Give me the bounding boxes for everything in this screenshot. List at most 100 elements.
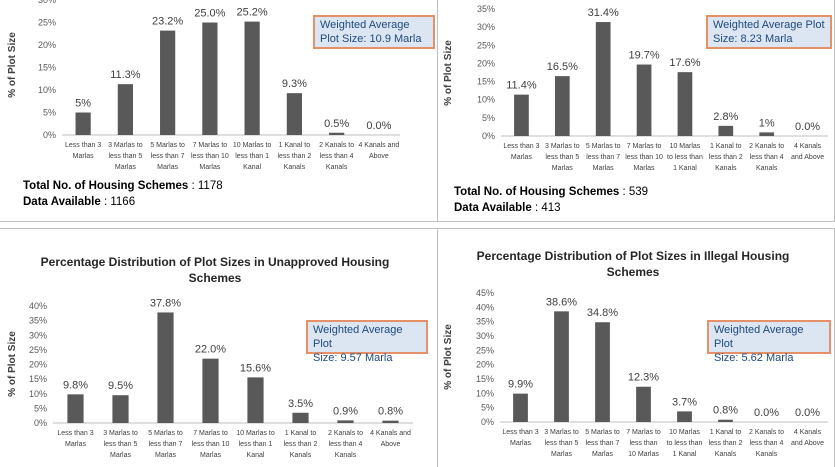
data-label: 16.5%: [547, 61, 578, 73]
category-label-line: 5 Marlas to: [586, 143, 621, 150]
bar: [636, 64, 652, 136]
category-label-line: 1 Kanal: [673, 451, 697, 458]
bar: [75, 112, 91, 135]
y-axis-label: % of Plot Size: [7, 331, 18, 397]
category-label-line: 7 Marlas to: [193, 142, 228, 149]
totals-block: Total No. of Housing Schemes : 539 Data …: [454, 184, 648, 216]
category-label-line: Kanals: [335, 452, 357, 459]
total-schemes-label: Total No. of Housing Schemes: [23, 180, 189, 192]
data-label: 15.6%: [240, 362, 271, 374]
category-label: Less than 3 Marlas: [65, 142, 101, 160]
y-tick-label: 25%: [477, 40, 495, 50]
category-label: 3 Marlas to less than 5 Marlas: [544, 429, 579, 458]
y-tick-label: 15%: [476, 374, 494, 384]
category-label-line: 7 Marlas to: [626, 429, 661, 436]
total-schemes-value: : 539: [622, 186, 649, 198]
category-label-line: Marlas: [157, 164, 179, 171]
data-label: 3.5%: [288, 398, 313, 410]
chart-svg: 0% 5% 10% 15% 20% 25% 30% 35% % of Plot Size 11.4…: [443, 4, 828, 172]
category-label: 3 Marlas to less than 5 Marlas: [108, 142, 143, 171]
data-available-value: : 413: [534, 202, 561, 214]
category-label: 1 Kanal to less than 2 Kanals: [709, 429, 743, 458]
y-tick-label: 20%: [38, 40, 56, 50]
category-label-line: 5 Marlas to: [148, 430, 183, 437]
category-label-line: less than 7: [151, 153, 185, 160]
category-label-line: Less than 3: [503, 143, 539, 150]
category-label-line: less than 2: [709, 154, 743, 161]
category-label-line: less than 5: [545, 154, 579, 161]
y-tick-label: 25%: [29, 345, 47, 355]
data-label: 0.0%: [795, 121, 820, 133]
category-label-line: less than 10: [625, 154, 663, 161]
bar: [759, 132, 775, 136]
data-label: 11.3%: [110, 69, 141, 81]
category-label-line: and Above: [791, 154, 824, 161]
category-label-line: less than 2: [277, 153, 311, 160]
y-tick-label: 0%: [481, 417, 494, 427]
bar: [160, 30, 176, 136]
bar: [554, 311, 569, 422]
bar: [247, 377, 264, 423]
weighted-average-note: Weighted Average Plot Size: 5.62 Marla: [707, 320, 831, 364]
category-label: 7 Marlas to less than 10 Marlas: [625, 143, 663, 172]
data-label: 38.6%: [546, 296, 577, 308]
category-label-line: Marlas: [511, 154, 533, 161]
category-label-line: Less than 3: [57, 430, 93, 437]
category-label-line: Marlas: [552, 165, 574, 172]
bar: [677, 411, 692, 422]
y-tick-label: 35%: [476, 317, 494, 327]
category-label-line: less than 10: [192, 441, 230, 448]
y-tick-label: 30%: [476, 331, 494, 341]
data-label: 0.8%: [378, 406, 403, 418]
category-label-line: Kanal: [243, 164, 261, 171]
bar: [292, 412, 309, 423]
y-tick-label: 5%: [34, 403, 47, 413]
data-label: 3.7%: [672, 396, 697, 408]
category-label-line: Marlas: [551, 451, 573, 458]
bar: [244, 21, 260, 136]
category-label-line: less than 4: [750, 440, 784, 447]
category-label-line: less than 7: [586, 154, 620, 161]
category-label: Less than 3 Marlas: [503, 143, 539, 161]
category-label: 10 Marlas to less than 1 Kanal: [233, 142, 272, 171]
y-tick-label: 10%: [476, 388, 494, 398]
chart-panel-top-right: 0% 5% 10% 15% 20% 25% 30% 35% % of Plot Size 11.4…: [437, 0, 835, 222]
category-label-line: Above: [369, 153, 389, 160]
category-label-line: 2 Kanals to: [319, 142, 354, 149]
category-label-line: 7 Marlas to: [627, 143, 662, 150]
total-schemes-value: : 1178: [191, 180, 223, 192]
category-label: 4 Kanals and Above: [791, 429, 824, 447]
category-label-line: 3 Marlas to: [544, 429, 579, 436]
category-label: 4 Kanals and Above: [791, 143, 824, 161]
category-label-line: less than 5: [108, 153, 142, 160]
data-available-value: : 1166: [103, 196, 136, 208]
y-tick-label: 15%: [38, 63, 56, 73]
category-label-line: Kanals: [290, 452, 312, 459]
category-label-line: Marlas: [200, 452, 222, 459]
data-label: 0.0%: [795, 407, 820, 419]
y-tick-label: 20%: [476, 360, 494, 370]
category-label-line: less than 5: [545, 440, 579, 447]
category-label: 7 Marlas to less than 10 Marlas: [626, 429, 661, 458]
category-label-line: Kanal: [247, 452, 265, 459]
category-label-line: 10 Marlas to: [233, 142, 272, 149]
category-label-line: Kanals: [715, 451, 737, 458]
category-label-line: less than 1: [239, 441, 273, 448]
category-label-line: 3 Marlas to: [545, 143, 580, 150]
category-label-line: Marlas: [510, 440, 532, 447]
category-label: 4 Kanals and Above: [358, 142, 399, 160]
category-label-line: 1 Kanal to: [279, 142, 311, 149]
data-label: 25.0%: [194, 8, 225, 20]
category-label-line: Above: [381, 441, 401, 448]
category-label: 3 Marlas to less than 5 Marlas: [103, 430, 138, 459]
bar: [157, 312, 174, 423]
y-axis-label: % of Plot Size: [443, 324, 454, 390]
data-label: 9.8%: [63, 379, 88, 391]
category-label: 2 Kanals to less than 4 Kanals: [749, 143, 784, 172]
y-tick-label: 0%: [34, 418, 47, 428]
bar: [514, 94, 529, 136]
category-label-line: less than 5: [104, 441, 138, 448]
chart-title: Percentage Distribution of Plot Sizes in…: [476, 249, 790, 279]
category-label-line: 2 Kanals to: [328, 430, 363, 437]
y-tick-label: 25%: [38, 18, 56, 28]
